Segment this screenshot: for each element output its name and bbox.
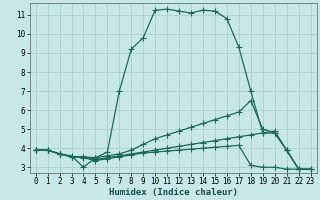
X-axis label: Humidex (Indice chaleur): Humidex (Indice chaleur) bbox=[108, 188, 238, 197]
